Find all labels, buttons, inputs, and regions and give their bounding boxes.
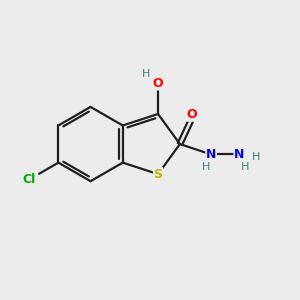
Text: H: H (202, 162, 210, 172)
Text: O: O (153, 77, 164, 90)
Text: S: S (154, 168, 163, 181)
Text: O: O (187, 108, 197, 121)
Text: H: H (241, 162, 249, 172)
Text: Cl: Cl (23, 173, 36, 186)
Text: N: N (206, 148, 216, 161)
Text: H: H (141, 69, 150, 79)
Text: H: H (251, 152, 260, 162)
Text: N: N (234, 148, 244, 161)
